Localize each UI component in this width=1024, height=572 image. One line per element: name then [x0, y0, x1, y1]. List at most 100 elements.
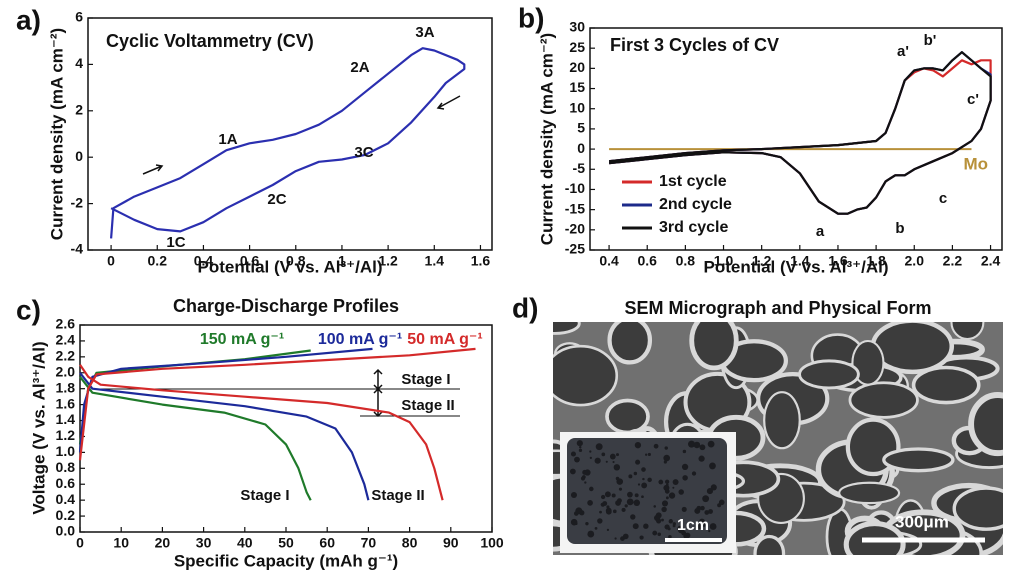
- pore: [582, 469, 588, 475]
- pore: [602, 501, 608, 506]
- pore: [661, 500, 669, 507]
- pore: [569, 468, 576, 475]
- y-tick-label: 2.6: [56, 316, 76, 332]
- pore: [587, 530, 595, 538]
- annotation: a': [897, 43, 909, 60]
- x-tick-label: 0.2: [148, 253, 168, 269]
- pore: [578, 448, 583, 453]
- pore: [599, 510, 602, 514]
- chart-title: Charge-Discharge Profiles: [173, 296, 399, 316]
- annotation: Stage I: [240, 487, 289, 504]
- foam-cell: [689, 322, 739, 371]
- y-tick-label: 0.6: [56, 475, 76, 491]
- x-tick-label: 1.0: [714, 253, 734, 269]
- data-line: [78, 347, 476, 501]
- y-tick-label: 6: [75, 9, 83, 25]
- x-tick-label: 50: [278, 535, 294, 551]
- pore: [601, 452, 606, 457]
- pore: [709, 523, 717, 530]
- x-tick-label: 0.4: [194, 253, 214, 269]
- y-tick-label: -20: [565, 221, 585, 237]
- legend-label: 2nd cycle: [659, 196, 732, 213]
- y-tick-label: 0.4: [56, 491, 76, 507]
- pore: [615, 476, 620, 481]
- data-line: [78, 347, 373, 501]
- pore: [609, 453, 616, 460]
- pore: [657, 532, 662, 537]
- pore: [605, 508, 612, 515]
- x-tick-label: 30: [196, 535, 212, 551]
- y-tick-label: 5: [577, 120, 585, 136]
- pore: [604, 491, 611, 498]
- annotation: Stage II: [371, 487, 424, 504]
- pore: [639, 535, 644, 540]
- pore: [595, 443, 603, 451]
- pore: [661, 518, 664, 522]
- foam-cell: [553, 344, 619, 407]
- y-axis-label: Voltage (V vs. Al³⁺/Al): [29, 341, 48, 514]
- pore: [658, 479, 664, 485]
- x-tick-label: 0.6: [240, 253, 260, 269]
- y-tick-label: 0.2: [56, 507, 76, 523]
- pore: [628, 474, 633, 479]
- inset-texture: [569, 440, 725, 541]
- x-tick-label: 1.2: [752, 253, 772, 269]
- pore: [589, 486, 594, 492]
- pore: [612, 460, 615, 464]
- y-tick-label: -15: [565, 200, 585, 216]
- pore: [616, 453, 620, 457]
- x-tick-label: 2.0: [905, 253, 925, 269]
- pore: [642, 477, 645, 481]
- y-tick-label: 1.8: [56, 379, 76, 395]
- y-tick-label: 1.2: [56, 427, 76, 443]
- y-tick-label: 4: [75, 55, 83, 71]
- x-tick-label: 1.6: [471, 253, 491, 269]
- pore: [682, 449, 687, 454]
- pore: [614, 537, 617, 540]
- x-tick-label: 0.8: [286, 253, 306, 269]
- pore: [600, 494, 606, 500]
- pore: [664, 489, 670, 494]
- pore: [579, 446, 582, 449]
- pore: [672, 524, 676, 528]
- pore: [597, 518, 603, 524]
- y-tick-label: 2: [75, 102, 83, 118]
- data-line: [608, 51, 992, 215]
- x-tick-label: 1.2: [378, 253, 398, 269]
- pore: [615, 500, 621, 506]
- y-tick-label: -4: [71, 241, 84, 257]
- pore: [696, 523, 704, 530]
- annotation: Stage I: [401, 371, 450, 388]
- pore: [589, 450, 592, 453]
- panel-label: a): [16, 4, 41, 35]
- reference-label: Mo: [963, 155, 988, 174]
- pore: [681, 463, 689, 471]
- y-tick-label: 0: [577, 140, 585, 156]
- panel-label: d): [512, 292, 538, 323]
- arrow: [142, 164, 164, 175]
- pore: [653, 505, 656, 508]
- x-tick-label: 2.4: [981, 253, 1001, 269]
- pore: [643, 523, 649, 529]
- pore: [700, 505, 705, 511]
- foam-cell: [553, 322, 581, 335]
- pore: [667, 527, 671, 531]
- y-tick-label: 1.0: [56, 443, 76, 459]
- legend-label: 100 mA g⁻¹: [318, 331, 402, 348]
- foam-cell: [882, 447, 955, 473]
- pore: [668, 492, 676, 499]
- y-axis-label: Current density (mA cm⁻²): [537, 33, 556, 245]
- data-line: [608, 59, 992, 215]
- foam-cell: [798, 359, 860, 390]
- pore: [647, 477, 652, 483]
- x-tick-label: 0: [107, 253, 115, 269]
- x-axis-label: Specific Capacity (mAh g⁻¹): [174, 551, 398, 570]
- y-tick-label: 15: [569, 79, 585, 95]
- pore: [633, 499, 641, 507]
- x-axis-label: Potential (V vs. Al³⁺/Al): [704, 257, 889, 276]
- x-tick-label: 10: [113, 535, 129, 551]
- pore: [585, 521, 589, 526]
- sem-panel: 1cm 300μm SEM Micrograph and Physical Fo…: [512, 292, 1003, 555]
- chart-title: First 3 Cycles of CV: [610, 35, 779, 55]
